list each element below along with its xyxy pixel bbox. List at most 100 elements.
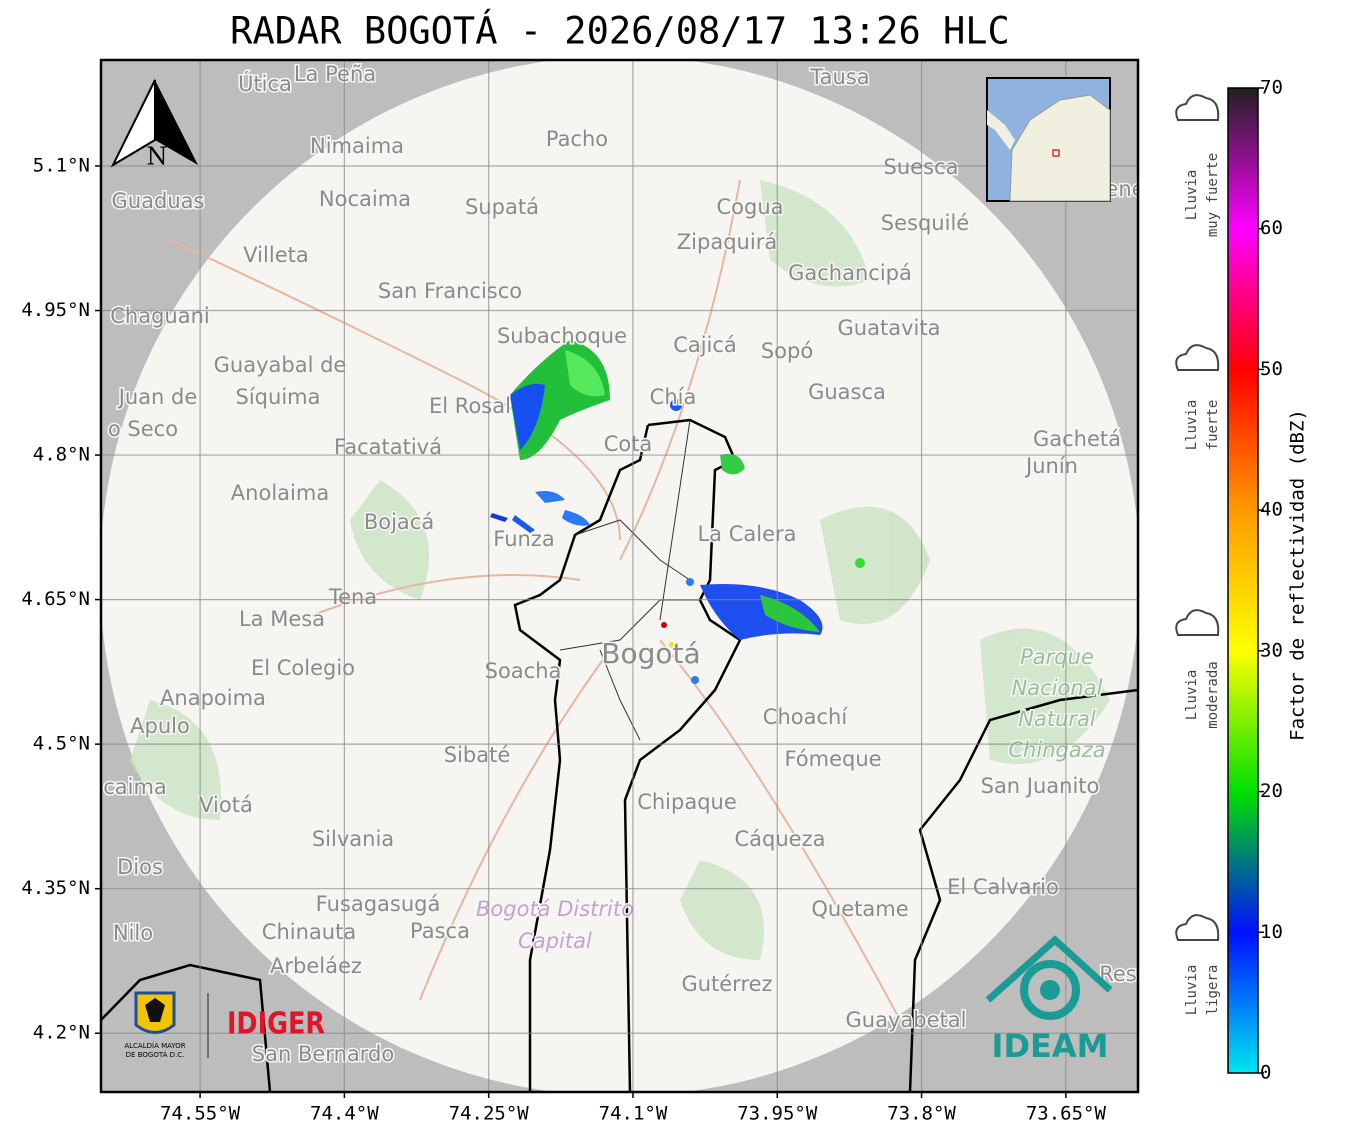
grid	[101, 60, 1138, 1092]
y-tick-label: 5.1°N	[33, 154, 90, 176]
logo-alcaldia: ALCALDÍA MAYOR DE BOGOTÁ D.C. IDIGER	[124, 991, 325, 1059]
place-label: Silvania	[312, 827, 394, 851]
place-label: Anolaima	[231, 481, 329, 505]
y-tick-label: 4.8°N	[33, 444, 90, 466]
north-label: N	[147, 143, 168, 171]
capital-label: Bogotá	[601, 637, 700, 670]
place-label: Viotá	[199, 793, 253, 817]
rain-level-label: fuerte	[1205, 400, 1221, 451]
place-label: caima	[103, 775, 167, 799]
place-label: El Calvario	[947, 875, 1059, 899]
colorbar-tick-label: 40	[1260, 499, 1283, 521]
place-label: Pasca	[410, 919, 470, 943]
place-label: La Mesa	[239, 607, 325, 631]
x-tick-label: 74.1°W	[599, 1103, 668, 1125]
colorbar-tick-label: 70	[1260, 77, 1283, 99]
rain-icon	[1175, 609, 1220, 636]
alcaldia-text: DE BOGOTÁ D.C.	[126, 1050, 185, 1059]
place-label: Sopó	[761, 339, 813, 363]
place-label: Tena	[328, 585, 377, 609]
radar-range	[101, 60, 1138, 1092]
place-label: Bojacá	[364, 510, 434, 534]
place-label: Villeta	[243, 243, 308, 267]
place-label: Supatá	[465, 195, 539, 219]
radar-echoes	[490, 340, 865, 684]
park-label: Chingaza	[1008, 738, 1105, 762]
boundaries	[101, 418, 1138, 1092]
y-tick-label: 4.95°N	[21, 299, 90, 321]
place-label: Funza	[493, 527, 554, 551]
place-label: Cota	[604, 432, 653, 456]
x-tick-label: 73.65°W	[1026, 1103, 1107, 1125]
district-label: Bogotá Distrito	[476, 897, 634, 921]
title: RADAR BOGOTÁ - 2026/08/17 13:26 HLC	[230, 9, 1010, 53]
x-tick-label: 74.25°W	[449, 1103, 530, 1125]
place-label: Chinauta	[262, 920, 356, 944]
map: Útica La Peña TausaPachoNimaimaSuescaGuadu…	[101, 60, 1138, 1092]
place-label: Síquima	[236, 385, 321, 409]
place-label: Chía	[650, 385, 697, 409]
place-label: Anapoima	[160, 686, 266, 710]
place-label: Sesquilé	[881, 211, 969, 235]
north-arrow: N	[110, 79, 198, 171]
colorbar-label: Factor de reflectividad (dBZ)	[1287, 409, 1309, 741]
place-label: Cáqueza	[735, 827, 826, 851]
place-label: El Rosal	[429, 394, 511, 418]
x-tick-label: 73.8°W	[887, 1103, 956, 1125]
rain-levels: Lluvia muy fuerte Lluvia fuerte Lluvia modera…	[1175, 94, 1221, 1016]
colorbar-tick-label: 60	[1260, 217, 1283, 239]
rain-icon	[1175, 94, 1220, 121]
place-label: Arbeláez	[270, 954, 362, 978]
rain-level-label: muy fuerte	[1205, 153, 1221, 237]
place-label: El Colegio	[251, 656, 355, 680]
place-label: Dios	[117, 855, 163, 879]
colorbar-scale	[1227, 87, 1259, 1074]
place-label: Gutérrez	[681, 972, 772, 996]
place-label: Nocaima	[319, 187, 411, 211]
rain-level-label: Lluvia	[1184, 170, 1200, 221]
place-label: Juan de	[117, 385, 198, 409]
y-tick-label: 4.35°N	[21, 877, 90, 899]
y-tick-label: 4.65°N	[21, 588, 90, 610]
park-label: Parque	[1020, 645, 1094, 669]
rain-level-label: Lluvia	[1184, 400, 1200, 451]
vegetation	[130, 180, 1110, 960]
ideam-logo: IDEAM	[992, 1027, 1109, 1065]
place-label: Choachí	[763, 705, 849, 729]
colorbar: Factor de reflectividad (dBZ) 0 10 20 30 40 5…	[1227, 77, 1309, 1084]
place-label: Gachetá	[1033, 427, 1121, 451]
rain-level-label: ligera	[1205, 965, 1221, 1016]
rain-icon	[1175, 344, 1220, 371]
place-label: San Bernardo	[252, 1042, 394, 1066]
alcaldia-text: ALCALDÍA MAYOR	[124, 1041, 185, 1050]
rain-level-label: Lluvia	[1184, 670, 1200, 721]
place-label: Guatavita	[838, 316, 941, 340]
place-label: Guaduas	[112, 189, 205, 213]
place-label: o Seco	[108, 417, 178, 441]
park-label: Nacional	[1012, 676, 1103, 700]
x-tick-label: 74.55°W	[160, 1103, 241, 1125]
place-label: Apulo	[130, 714, 190, 738]
place-label: Pacho	[546, 127, 608, 151]
place-label: Guayabetal	[846, 1008, 967, 1032]
plot-frame	[99, 58, 1140, 1094]
place-label: La Peña	[294, 62, 376, 86]
rain-level-label: Lluvia	[1184, 965, 1200, 1016]
place-label: Tausa	[809, 65, 869, 89]
place-label: Guayabal de	[214, 353, 347, 377]
colorbar-tick-label: 50	[1260, 358, 1283, 380]
place-label: San Juanito	[981, 774, 1100, 798]
ticks: 74.55°W 74.4°W 74.25°W 74.1°W 73.95°W 73.8°W 7…	[21, 154, 1106, 1124]
place-label: Guasca	[808, 380, 886, 404]
place-label: Cogua	[716, 195, 783, 219]
place-label: Sibaté	[444, 743, 511, 767]
x-tick-label: 73.95°W	[737, 1103, 818, 1125]
place-label: Chipaque	[637, 790, 737, 814]
place-label: Quetame	[811, 897, 908, 921]
y-tick-label: 4.5°N	[33, 733, 90, 755]
place-label: Subachoque	[497, 324, 627, 348]
idiger-logo: IDIGER	[227, 1006, 325, 1042]
place-label: Fómeque	[784, 747, 881, 771]
